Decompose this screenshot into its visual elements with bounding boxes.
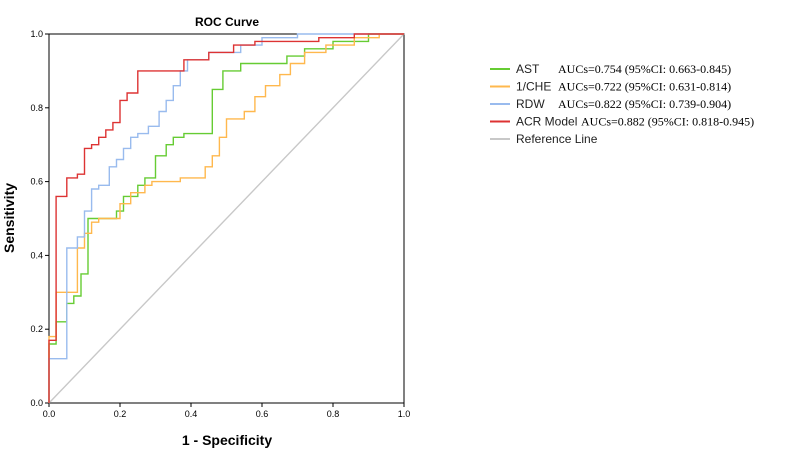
x-tick-label: 0.2 — [114, 409, 127, 419]
legend-label-ast: AST — [516, 62, 540, 76]
series-line-1-che — [48, 33, 404, 403]
y-tick-label: 0.4 — [30, 250, 43, 260]
legend-label-reference-line: Reference Line — [516, 132, 598, 146]
legend-auc-acr-model: AUCs=0.882 (95%CI: 0.818-0.945) — [581, 115, 754, 129]
x-tick-label: 1.0 — [398, 409, 411, 419]
legend-label-rdw: RDW — [516, 97, 545, 111]
legend: AST AUCs=0.754 (95%CI: 0.663-0.845) 1/CHE A… — [490, 62, 754, 146]
plot-area: 0.0 0.2 0.4 0.6 0.8 1.0 0.0 0.2 0.4 0.6 0.8 1.0 — [30, 29, 410, 419]
y-axis-label: Sensitivity — [1, 183, 17, 253]
y-tick-label: 0.2 — [30, 324, 43, 334]
y-tick-label: 1.0 — [30, 29, 43, 39]
y-tick-label: 0.8 — [30, 103, 43, 113]
y-tick-label: 0.6 — [30, 177, 43, 187]
legend-auc-ast: AUCs=0.754 (95%CI: 0.663-0.845) — [558, 62, 731, 76]
series-line-acr-model — [48, 33, 404, 403]
x-axis-label: 1 - Specificity — [182, 432, 272, 448]
x-tick-label: 0.4 — [185, 409, 198, 419]
legend-auc-1-che: AUCs=0.722 (95%CI: 0.631-0.814) — [558, 80, 731, 94]
legend-label-1-che: 1/CHE — [516, 80, 551, 94]
legend-label-acr-model: ACR Model — [516, 115, 577, 129]
chart-title: ROC Curve — [195, 15, 259, 29]
legend-auc-rdw: AUCs=0.822 (95%CI: 0.739-0.904) — [558, 97, 731, 111]
plot-frame — [48, 33, 405, 404]
series-line-ast — [48, 33, 404, 403]
series-line-reference-line — [48, 33, 405, 404]
y-tick-label: 0.0 — [30, 398, 43, 408]
x-tick-label: 0.0 — [43, 409, 56, 419]
x-tick-label: 0.8 — [327, 409, 340, 419]
x-tick-label: 0.6 — [256, 409, 269, 419]
